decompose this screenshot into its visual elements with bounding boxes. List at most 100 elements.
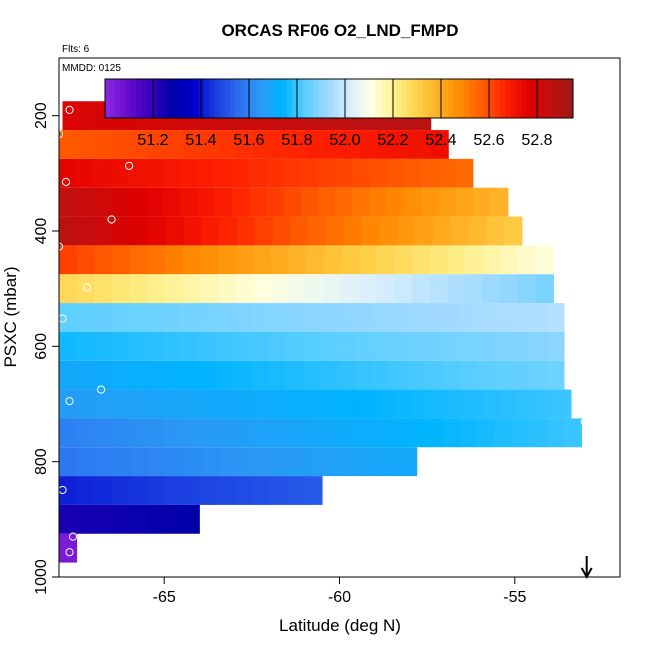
colorbar-tick-label: 52.4 [425,132,456,149]
colorbar-segment [151,79,158,118]
chart-title: ORCAS RF06 O2_LND_FMPD [221,21,458,40]
heatmap-cell [372,303,391,332]
heatmap-cell [465,274,484,304]
x-tick-label: -65 [153,589,176,606]
heatmap-cell [253,130,272,159]
observation-point [107,215,116,224]
heatmap-cell [128,303,147,332]
heatmap-cell [389,418,408,448]
colorbar-segment [297,79,304,118]
heatmap-cell [128,331,147,361]
wind-arrow [580,556,593,580]
colorbar-segment [307,79,314,118]
heatmap-cell [76,274,95,304]
heatmap-cell [146,303,165,332]
heatmap-cell [290,216,309,246]
heatmap-cell [424,331,443,361]
colorbar-segment [193,79,200,118]
heatmap-cell [197,187,215,217]
colorbar-segment [224,79,231,118]
heatmap-cell [354,360,373,390]
colorbar-segment [547,79,553,118]
heatmap-cell [447,389,466,419]
heatmap-cell [111,476,130,505]
heatmap-cell [361,216,381,246]
heatmap-cell [146,331,165,361]
heatmap-cell [304,476,323,505]
colorbar-segment [271,79,278,118]
colorbar-segment [427,79,434,118]
arrow-head [580,567,593,580]
heatmap-cells [59,101,583,563]
heatmap-cell [146,504,165,534]
heatmap-cell [376,389,395,419]
heatmap-cell [94,447,114,477]
heatmap-cell [342,130,361,159]
heatmap-cell [147,389,166,419]
heatmap-cell [412,245,431,275]
heatmap-cell [302,360,321,390]
heatmap-cell [235,130,255,159]
heatmap-cell [93,331,112,361]
heatmap-cell [165,130,184,159]
heatmap-cell [94,130,113,159]
heatmap-cell [111,504,130,534]
heatmap-cell [546,418,565,448]
heatmap-cell [529,303,548,332]
heatmap-cell [265,158,284,188]
heatmap-cell [494,360,513,390]
heatmap-cell [473,187,492,217]
heatmap-cell [429,274,449,304]
heatmap-cell [94,274,113,304]
colorbar-tick-label: 51.2 [137,132,168,149]
heatmap-cell [59,447,78,477]
colorbar-tick-label: 52.6 [473,132,504,149]
x-axis-label: Latitude (deg N) [279,616,401,635]
heatmap-cell [337,418,356,448]
heatmap-cell [76,360,95,390]
heatmap-cell [111,331,130,361]
heatmap-cell [111,303,130,332]
heatmap-cell [201,216,220,246]
heatmap-cell [182,130,202,159]
heatmap-cell [323,274,343,304]
heatmap-cell [76,504,95,534]
colorbar-segment [463,79,470,118]
heatmap-cell [270,245,290,275]
heatmap-cell [165,216,185,246]
heatmap-cell [355,418,374,448]
heatmap-cell [553,389,572,419]
heatmap-cell [494,331,513,361]
heatmap-cell [164,245,184,275]
heatmap-cell [450,216,470,246]
heatmap-cell [424,360,443,390]
colorbar-segment [469,79,475,118]
colorbar-segment [219,79,226,118]
heatmap-cell [389,360,408,390]
heatmap-cell [198,418,217,448]
heatmap-cell [112,130,131,159]
heatmap-cell [343,216,363,246]
heatmap-cell [164,504,183,534]
colorbar-segment [235,79,241,118]
heatmap-cell [255,447,275,477]
heatmap-cell [267,331,286,361]
heatmap-cell [288,389,307,419]
heatmap-cell [270,274,290,304]
heatmap-cell [288,245,307,275]
heatmap-cell [214,187,233,217]
heatmap-cell [415,216,434,246]
heatmap-cell [302,303,321,332]
y-axis-label: PSXC (mbar) [1,266,20,367]
colorbar-segment [167,79,174,118]
heatmap-cell [459,360,478,390]
heatmap-cell [164,389,184,419]
colorbar-segment [536,79,543,118]
colorbar-segment [105,79,111,118]
heatmap-cell [394,389,413,419]
heatmap-cell [76,158,95,188]
colorbar-segment [266,79,272,118]
heatmap-cell [111,418,130,448]
heatmap-cell [359,130,379,159]
observation-point [65,548,74,557]
